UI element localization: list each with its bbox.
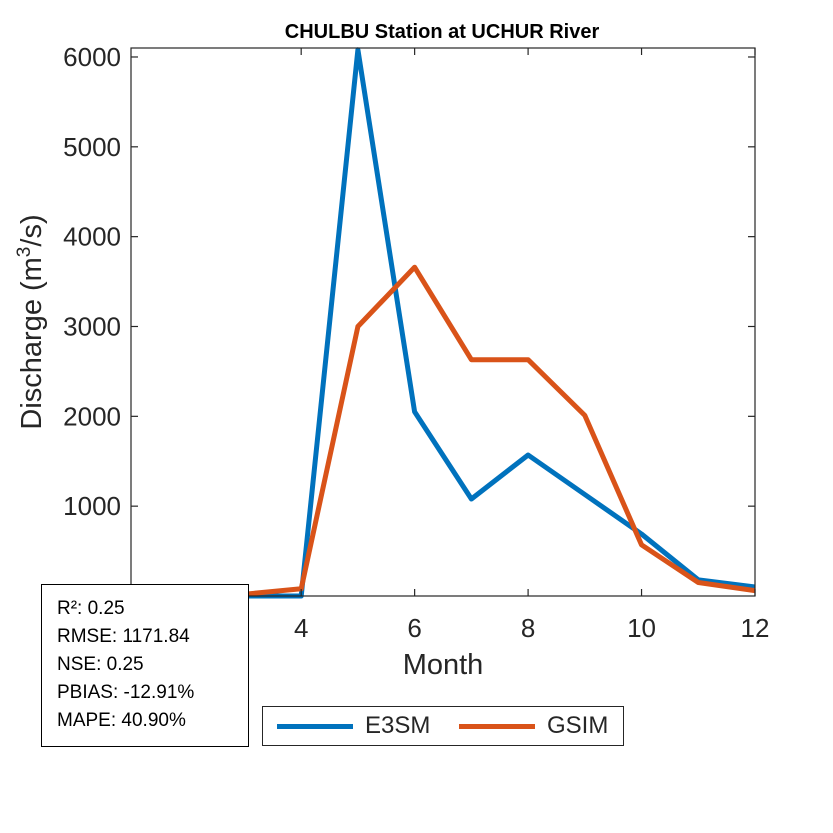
- y-tick-label: 5000: [63, 132, 121, 162]
- stats-box: R²: 0.25 RMSE: 1171.84 NSE: 0.25 PBIAS: …: [41, 584, 249, 747]
- stat-pbias: PBIAS: -12.91%: [57, 682, 195, 703]
- stat-r2: R²: 0.25: [57, 598, 125, 619]
- stat-mape: MAPE: 40.90%: [57, 710, 186, 731]
- x-tick-label: 10: [627, 613, 656, 643]
- chart-title: CHULBU Station at UCHUR River: [285, 21, 600, 43]
- y-axis-label-sup: 3: [14, 247, 35, 258]
- legend-swatch-gsim: [459, 723, 535, 729]
- plot-area: [131, 48, 755, 596]
- x-tick-label: 12: [741, 613, 770, 643]
- x-tick-label: 8: [521, 613, 535, 643]
- stat-nse: NSE: 0.25: [57, 654, 144, 675]
- legend-label-e3sm: E3SM: [365, 712, 431, 739]
- y-axis-label-main: Discharge (m: [16, 257, 48, 429]
- y-tick-label: 6000: [63, 42, 121, 72]
- y-tick-label: 1000: [63, 491, 121, 521]
- legend-item-e3sm: E3SM: [277, 707, 430, 745]
- x-tick-label: 4: [294, 613, 308, 643]
- legend-label-gsim: GSIM: [547, 712, 609, 739]
- y-tick-label: 4000: [63, 222, 121, 252]
- y-tick-label: 2000: [63, 401, 121, 431]
- y-axis-label: Discharge (m3/s): [14, 214, 48, 429]
- ticks-layer: 1000 2000 3000 4000 5000 6000 4 6 8 10 12: [63, 42, 769, 643]
- legend-swatch-e3sm: [277, 723, 353, 729]
- plot-frame: [130, 47, 756, 597]
- legend: E3SM GSIM: [262, 706, 624, 746]
- y-tick-label: 3000: [63, 311, 121, 341]
- y-axis-label-unit: /s): [16, 214, 48, 246]
- legend-item-gsim: GSIM: [459, 707, 608, 745]
- stat-rmse: RMSE: 1171.84: [57, 626, 190, 647]
- x-axis-label: Month: [403, 649, 484, 681]
- x-tick-label: 6: [407, 613, 421, 643]
